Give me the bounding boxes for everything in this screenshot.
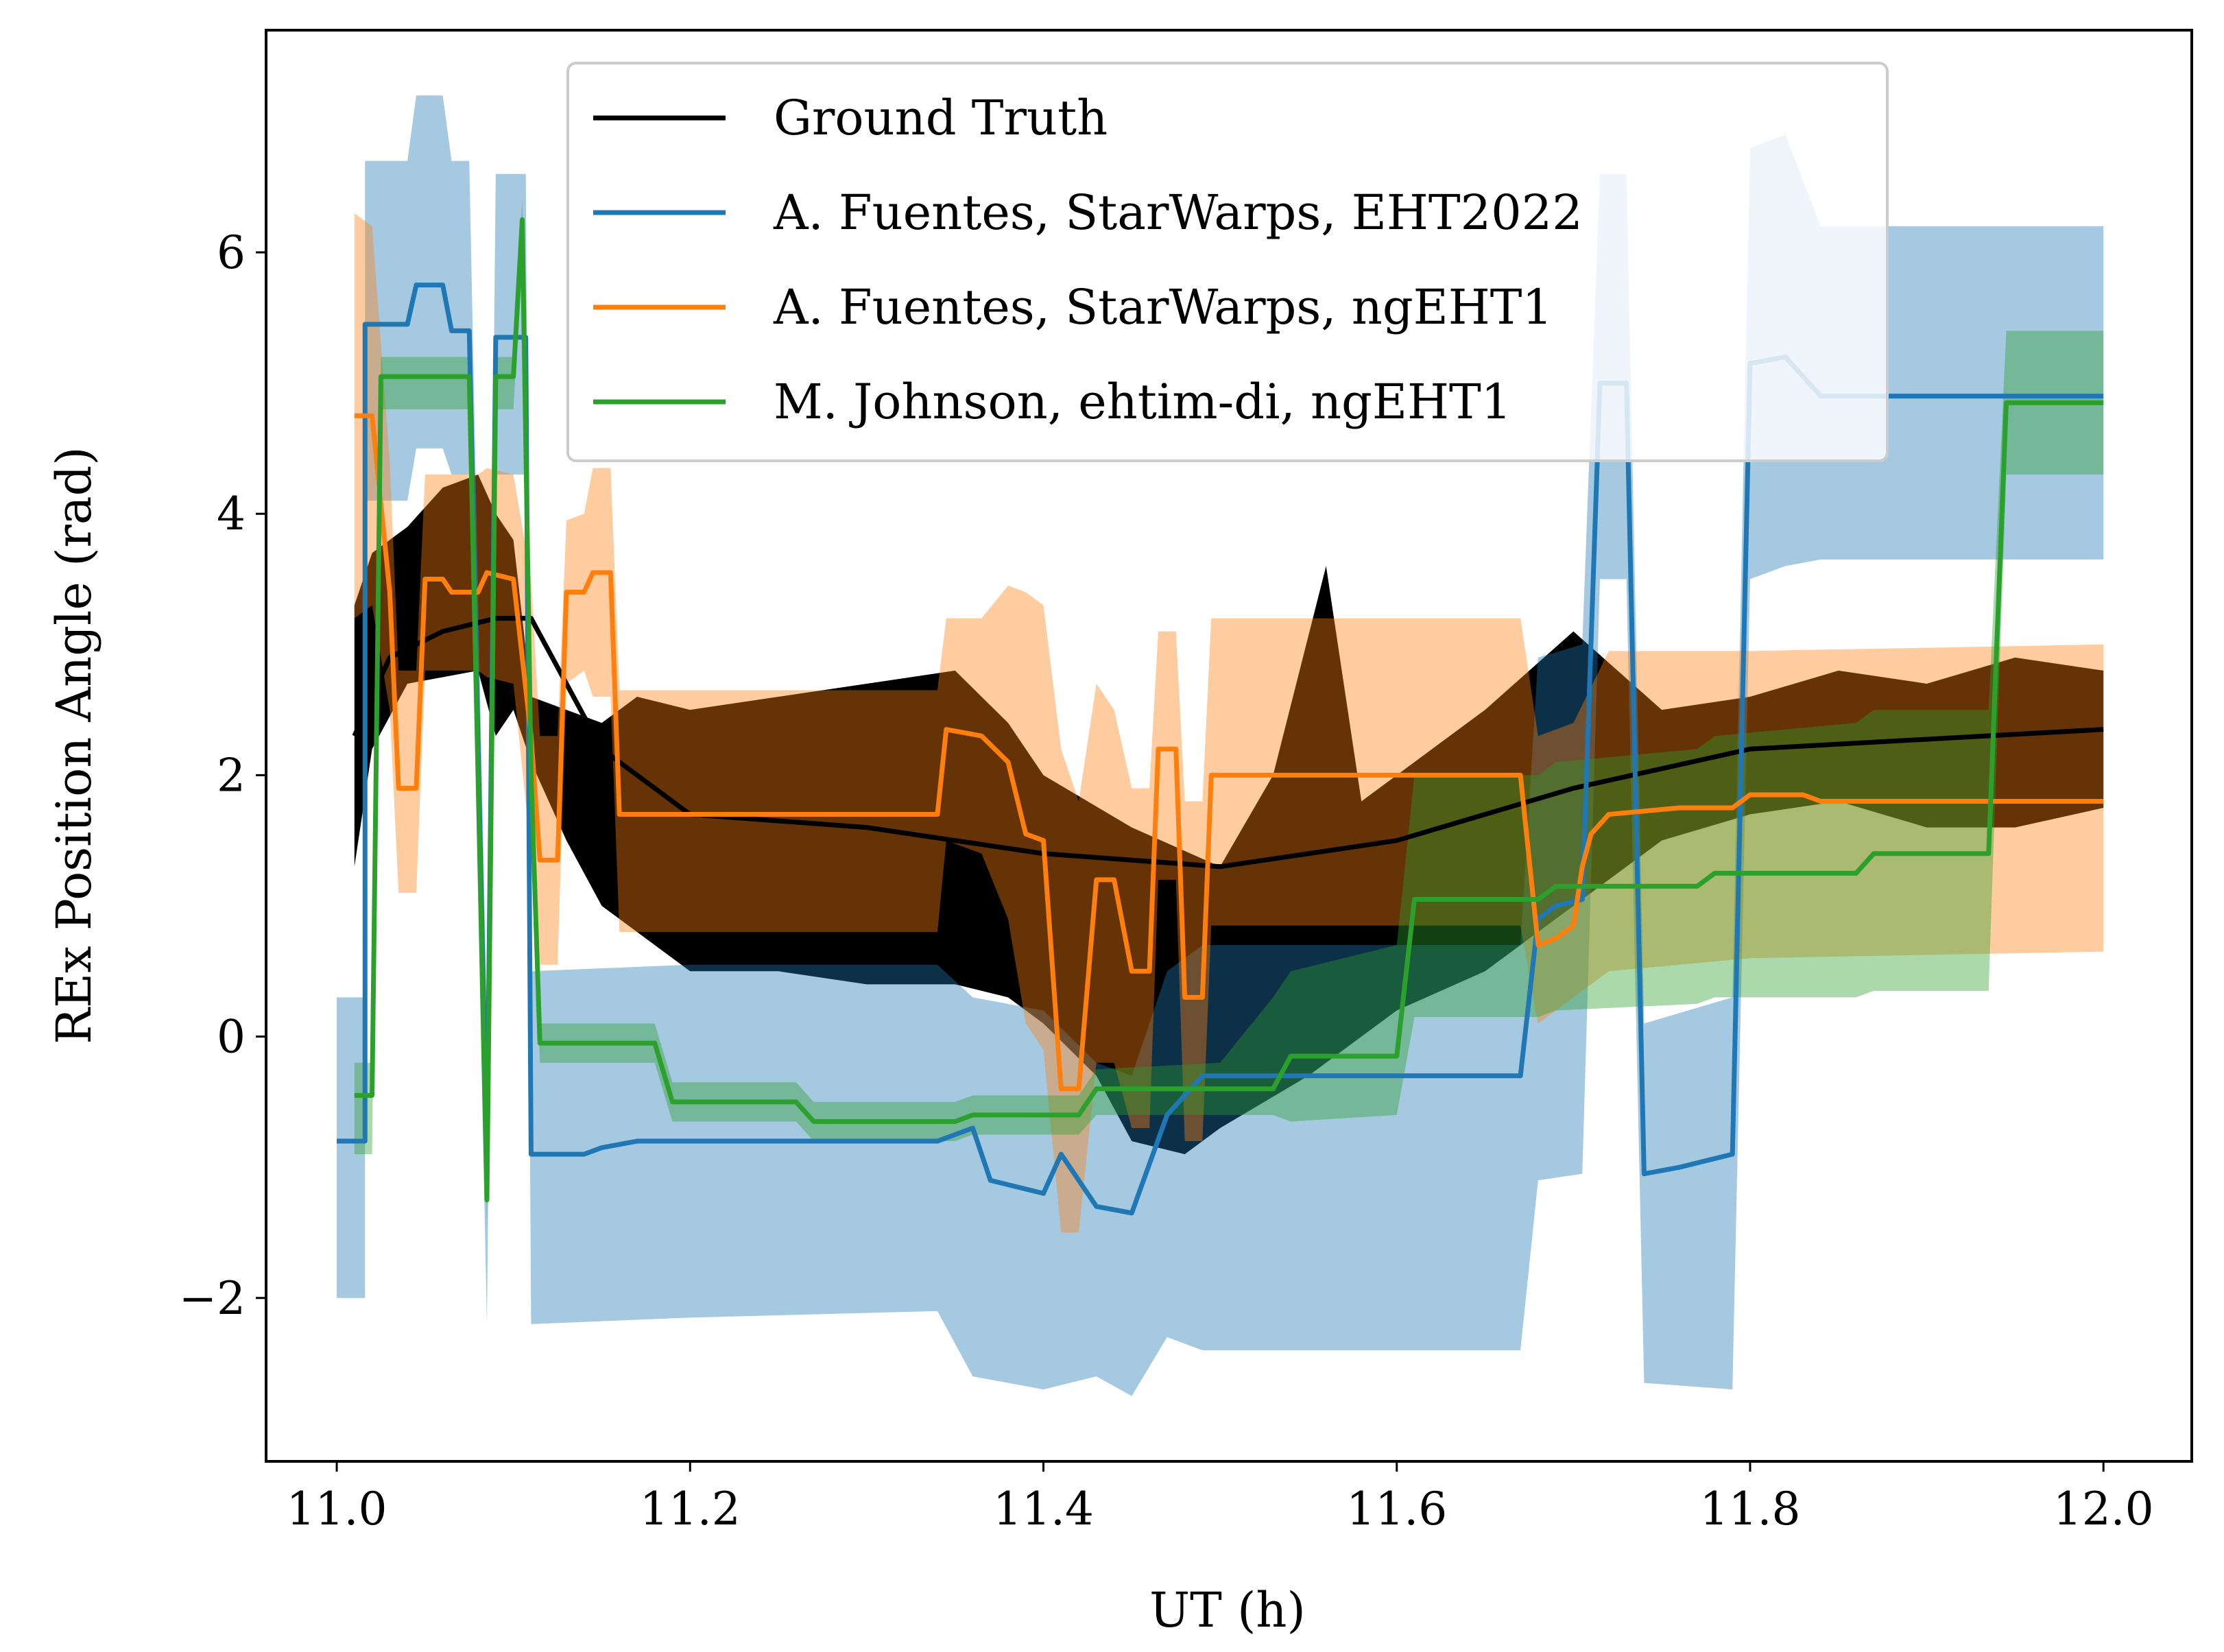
x-tick-label: 12.0: [2053, 1483, 2154, 1535]
y-tick-label: 0: [217, 1011, 246, 1064]
x-axis: 11.0 11.2 11.4 11.6 11.8 12.0: [287, 1461, 2154, 1535]
y-tick-label: 4: [217, 488, 246, 540]
legend: Ground Truth A. Fuentes, StarWarps, EHT2…: [566, 62, 1889, 462]
x-axis-label: UT (h): [1149, 1582, 1306, 1638]
series-line-a-fuentes-starwarps-eht2022: [337, 283, 2104, 1216]
x-tick-label: 11.2: [640, 1483, 741, 1535]
legend-entry-fuentes-eht2022: A. Fuentes, StarWarps, EHT2022: [773, 184, 1583, 241]
x-tick-label: 11.4: [993, 1483, 1094, 1535]
band-m-johnson-ehtim-di-ngeht1: [354, 200, 2104, 1226]
series-line-ground-truth: [352, 616, 2104, 870]
series-lines: [337, 217, 2104, 1216]
y-axis-label: REx Position Angle (rad): [46, 446, 102, 1044]
y-tick-label: −2: [179, 1272, 246, 1325]
x-tick-label: 11.6: [1346, 1483, 1447, 1535]
series-line-a-fuentes-starwarps-ngeht1: [354, 413, 2104, 1092]
x-tick-label: 11.0: [287, 1483, 387, 1535]
legend-box: [566, 62, 1889, 462]
legend-entry-ground-truth: Ground Truth: [774, 90, 1108, 146]
band-a-fuentes-starwarps-ngeht1: [354, 213, 2104, 1233]
y-axis: −2 0 2 4 6: [179, 226, 266, 1325]
y-tick-label: 6: [217, 226, 246, 279]
legend-entry-fuentes-ngeht1: A. Fuentes, StarWarps, ngEHT1: [773, 279, 1553, 335]
y-tick-label: 2: [217, 749, 246, 802]
band-a-fuentes-starwarps-eht2022: [337, 95, 2104, 1396]
plot-frame: [265, 29, 2193, 1463]
legend-entry-johnson-ngeht1: M. Johnson, ehtim-di, ngEHT1: [774, 374, 1511, 430]
x-tick-label: 11.8: [1699, 1483, 1800, 1535]
series-line-m-johnson-ehtim-di-ngeht1: [354, 217, 2104, 1203]
